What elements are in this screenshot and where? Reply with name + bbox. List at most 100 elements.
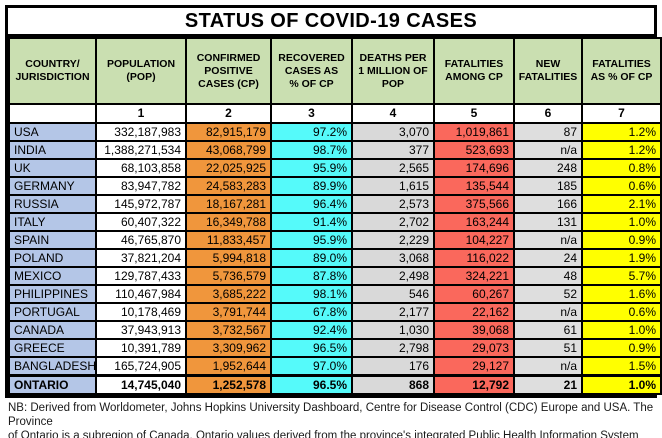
cell-confirmed: 5,994,818 [185,248,272,268]
cell-confirmed: 3,685,222 [185,284,272,304]
table-row: PORTUGAL 10,178,469 3,791,744 67.8% 2,177 22,… [8,302,662,322]
column-header-label: CONFIRMED POSITIVE CASES (CP) [188,40,269,102]
cell-recovered: 97.0% [270,356,353,377]
cell-deaths_per_million: 546 [351,284,435,304]
cell-population: 83,947,782 [95,176,187,196]
cell-deaths_per_million: 1,030 [351,320,435,340]
cell-deaths_per_million: 2,573 [351,194,435,214]
cell-recovered: 95.9% [270,230,353,250]
column-header-label: FATALITIES AMONG CP [436,40,512,102]
cell-recovered: 89.9% [270,176,353,196]
cell-country: CANADA [8,320,97,340]
cell-new_fatalities: 24 [513,248,583,268]
cell-recovered: 98.1% [270,284,353,304]
cell-deaths_per_million: 2,177 [351,302,435,322]
cell-confirmed: 18,167,281 [185,194,272,214]
table-row: SPAIN 46,765,870 11,833,457 95.9% 2,229 104,2… [8,230,662,250]
column-header-fatality_rate: FATALITIES AS % OF CP [581,37,662,105]
cell-new_fatalities: n/a [513,140,583,160]
cell-fatalities: 324,221 [433,266,515,286]
cell-deaths_per_million: 3,068 [351,248,435,268]
table-row: ITALY 60,407,322 16,349,788 91.4% 2,702 163,2… [8,212,662,232]
cell-fatality_rate: 0.9% [581,230,662,250]
cell-confirmed: 1,952,644 [185,356,272,377]
column-header-label: FATALITIES AS % OF CP [584,40,659,102]
cell-confirmed: 5,736,579 [185,266,272,286]
table-row: POLAND 37,821,204 5,994,818 89.0% 3,068 116,0… [8,248,662,268]
cell-recovered: 98.7% [270,140,353,160]
header-row: COUNTRY/ JURISDICTION POPULATION (POP) CON… [8,37,662,105]
cell-new_fatalities: 52 [513,284,583,304]
column-number-fatalities: 5 [433,103,515,124]
column-header-country: COUNTRY/ JURISDICTION [8,37,97,105]
cell-fatality_rate: 1.5% [581,356,662,377]
cell-deaths_per_million: 868 [351,374,435,395]
cell-confirmed: 1,252,578 [185,374,272,395]
cell-population: 37,821,204 [95,248,187,268]
cell-fatalities: 163,244 [433,212,515,232]
table-row: USA 332,187,983 82,915,179 97.2% 3,070 1,019,… [8,122,662,142]
cell-deaths_per_million: 3,070 [351,122,435,142]
cell-deaths_per_million: 377 [351,140,435,160]
cell-fatality_rate: 0.8% [581,158,662,178]
cell-population: 145,972,787 [95,194,187,214]
cell-fatalities: 12,792 [433,374,515,395]
cell-recovered: 92.4% [270,320,353,340]
cell-deaths_per_million: 2,498 [351,266,435,286]
cell-fatalities: 523,693 [433,140,515,160]
cell-population: 332,187,983 [95,122,187,142]
cell-confirmed: 3,791,744 [185,302,272,322]
cell-country: ITALY [8,212,97,232]
cell-new_fatalities: 51 [513,338,583,358]
page-title: STATUS OF COVID-19 CASES [8,8,654,37]
cell-fatality_rate: 5.7% [581,266,662,286]
cell-new_fatalities: n/a [513,356,583,377]
cell-fatalities: 174,696 [433,158,515,178]
column-header-label: POPULATION (POP) [98,40,184,102]
cell-confirmed: 82,915,179 [185,122,272,142]
cell-fatality_rate: 1.9% [581,248,662,268]
column-number-population: 1 [95,103,187,124]
column-header-confirmed: CONFIRMED POSITIVE CASES (CP) [185,37,272,105]
column-number-fatality_rate: 7 [581,103,662,124]
cell-population: 37,943,913 [95,320,187,340]
cell-confirmed: 3,732,567 [185,320,272,340]
cell-country: RUSSIA [8,194,97,214]
cell-country: UK [8,158,97,178]
cell-new_fatalities: 48 [513,266,583,286]
cell-fatalities: 22,162 [433,302,515,322]
cell-country: GERMANY [8,176,97,196]
cell-country: ONTARIO [8,374,97,395]
cell-population: 1,388,271,534 [95,140,187,160]
cell-confirmed: 16,349,788 [185,212,272,232]
column-header-deaths_per_million: DEATHS PER 1 MILLION OF POP [351,37,435,105]
table-row: RUSSIA 145,972,787 18,167,281 96.4% 2,573 375… [8,194,662,214]
cell-deaths_per_million: 2,798 [351,338,435,358]
cell-fatalities: 29,127 [433,356,515,377]
cell-deaths_per_million: 1,615 [351,176,435,196]
cell-new_fatalities: 248 [513,158,583,178]
cell-population: 14,745,040 [95,374,187,395]
cell-fatality_rate: 2.1% [581,194,662,214]
cell-recovered: 96.4% [270,194,353,214]
column-number-new_fatalities: 6 [513,103,583,124]
cell-deaths_per_million: 176 [351,356,435,377]
cell-fatalities: 135,544 [433,176,515,196]
cell-new_fatalities: n/a [513,302,583,322]
cell-deaths_per_million: 2,702 [351,212,435,232]
cell-confirmed: 3,309,962 [185,338,272,358]
table-row: GERMANY 83,947,782 24,583,283 89.9% 1,615 135… [8,176,662,196]
cell-recovered: 87.8% [270,266,353,286]
cell-fatality_rate: 0.6% [581,302,662,322]
cell-new_fatalities: n/a [513,230,583,250]
cell-new_fatalities: 61 [513,320,583,340]
column-header-label: COUNTRY/ JURISDICTION [11,40,94,102]
column-number-confirmed: 2 [185,103,272,124]
column-header-label: RECOVERED CASES AS % OF CP [273,40,350,102]
cell-country: BANGLADESH [8,356,97,377]
cell-recovered: 89.0% [270,248,353,268]
cell-country: POLAND [8,248,97,268]
cell-recovered: 96.5% [270,374,353,395]
table-row: PHILIPPINES 110,467,984 3,685,222 98.1% 546 6… [8,284,662,304]
